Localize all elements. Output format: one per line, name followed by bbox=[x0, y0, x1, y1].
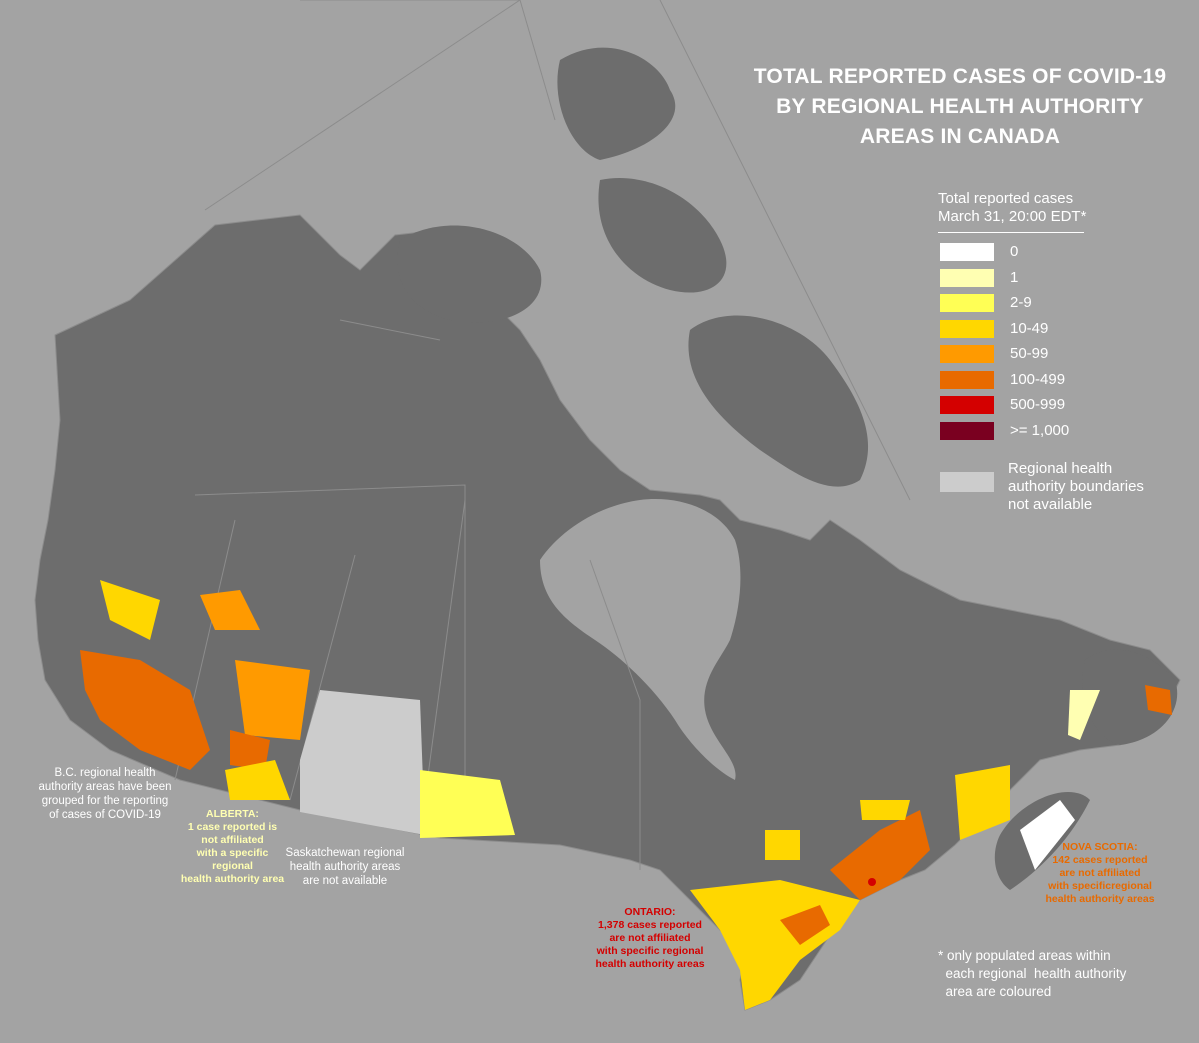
ontario-south bbox=[690, 880, 860, 1010]
ns-note-line-4: with specificregional bbox=[1048, 880, 1152, 892]
ontario-note-line-5: health authority areas bbox=[595, 958, 705, 970]
alberta-10-49 bbox=[200, 590, 260, 630]
ontario-note-line-2: 1,378 cases reported bbox=[598, 919, 702, 931]
legend-swatch-not-available bbox=[940, 472, 994, 492]
greenland-boundary bbox=[659, 0, 911, 501]
legend-label-not-available: Regional health authority boundaries not… bbox=[1008, 460, 1148, 514]
bc-note: B.C. regional health authority areas hav… bbox=[20, 766, 190, 822]
baffin-island bbox=[688, 315, 869, 487]
na-line-1: Regional health bbox=[1008, 460, 1113, 477]
legend-label: 500-999 bbox=[1010, 396, 1066, 413]
ontario-note-line-4: with specific regional bbox=[596, 945, 704, 957]
alberta-south bbox=[225, 760, 290, 800]
newfoundland-yellow bbox=[1068, 690, 1100, 740]
legend-label: >= 1,000 bbox=[1010, 421, 1070, 439]
sask-note-line-3: are not available bbox=[302, 875, 388, 887]
nova-scotia-white bbox=[1020, 800, 1075, 870]
alberta-note: ALBERTA: 1 case reported is not affiliat… bbox=[165, 808, 300, 886]
legend-heading-line-1: Total reported cases bbox=[938, 190, 1074, 207]
na-line-2: authority boundaries bbox=[1008, 478, 1144, 495]
victoria-island bbox=[397, 225, 542, 323]
alberta-note-line-6: health authority area bbox=[180, 873, 285, 885]
legend-swatch bbox=[940, 294, 994, 312]
legend-swatch bbox=[940, 319, 994, 338]
legend-label: 1 bbox=[1010, 268, 1019, 286]
alberta-50-99 bbox=[235, 660, 310, 740]
quebec-north-yellow bbox=[860, 800, 910, 820]
legend-swatch bbox=[940, 370, 994, 389]
mb-on-border bbox=[589, 559, 641, 870]
alberta-note-line-5: regional bbox=[212, 860, 253, 872]
bc-note-line-3: grouped for the reporting bbox=[41, 795, 169, 807]
hudson-bay bbox=[540, 499, 741, 780]
ns-note-line-5: health authority areas bbox=[1045, 893, 1155, 905]
ontario-note-line-1: ONTARIO: bbox=[624, 906, 676, 918]
saskatchewan-note: Saskatchewan regional health authority a… bbox=[275, 846, 415, 888]
quebec-south bbox=[830, 810, 930, 900]
alberta-note-line-2: 1 case reported is bbox=[187, 821, 278, 833]
bc-note-line-2: authority areas have been bbox=[38, 781, 172, 793]
legend-label: 50-99 bbox=[1010, 345, 1049, 362]
legend-label: 100-499 bbox=[1010, 370, 1066, 388]
ontario-toronto bbox=[780, 905, 830, 945]
territory-lines bbox=[204, 0, 521, 211]
legend-swatch bbox=[940, 345, 994, 363]
alberta-note-line-3: not affiliated bbox=[201, 834, 264, 846]
nova-scotia-note: NOVA SCOTIA: 142 cases reported are not … bbox=[1035, 841, 1165, 906]
bc-note-line-1: B.C. regional health bbox=[54, 767, 156, 779]
ns-note-line-2: 142 cases reported bbox=[1052, 854, 1148, 866]
ontario-note-line-3: are not affiliated bbox=[609, 932, 691, 944]
legend-swatch bbox=[940, 421, 994, 440]
alberta-note-line-1: ALBERTA: bbox=[206, 808, 259, 820]
map-title-line-2: BY REGIONAL HEALTH AUTHORITY bbox=[776, 95, 1144, 118]
saskatchewan-na-region bbox=[300, 690, 425, 835]
sask-note-line-1: Saskatchewan regional bbox=[285, 847, 405, 859]
map-title: TOTAL REPORTED CASES OF COVID-19 BY REGI… bbox=[740, 62, 1180, 152]
northern-ontario-yellow bbox=[765, 830, 800, 860]
ellesmere-island bbox=[598, 178, 727, 293]
legend-swatch bbox=[940, 396, 994, 414]
legend-label: 2-9 bbox=[1010, 294, 1032, 311]
legend-label: 0 bbox=[1010, 243, 1019, 260]
ns-note-line-3: are not affiliated bbox=[1059, 867, 1141, 879]
newfoundland bbox=[1082, 649, 1178, 745]
footnote-line-1: * only populated areas within bbox=[938, 948, 1111, 963]
legend-swatch bbox=[940, 268, 994, 287]
newfoundland-orange bbox=[1145, 685, 1172, 715]
arctic-islands bbox=[557, 47, 676, 160]
na-line-3: not available bbox=[1008, 496, 1093, 513]
alberta-note-line-4: with a specific bbox=[196, 847, 269, 859]
footnote-line-3: area are coloured bbox=[938, 984, 1052, 999]
legend-heading: Total reported cases March 31, 20:00 EDT… bbox=[938, 190, 1086, 226]
arctic-boundary bbox=[300, 0, 556, 121]
footnote: * only populated areas within each regio… bbox=[938, 947, 1126, 1001]
nunavut-border bbox=[339, 319, 441, 341]
manitoba-south bbox=[420, 770, 515, 838]
ontario-note: ONTARIO: 1,378 cases reported are not af… bbox=[585, 906, 715, 971]
map-title-line-1: TOTAL REPORTED CASES OF COVID-19 bbox=[753, 65, 1167, 88]
montreal-dot bbox=[868, 878, 876, 886]
legend-divider bbox=[938, 232, 1084, 233]
bc-regions-orange bbox=[80, 650, 210, 770]
new-brunswick bbox=[955, 765, 1010, 840]
map-title-line-3: AREAS IN CANADA bbox=[859, 125, 1061, 148]
legend-swatch bbox=[940, 243, 994, 261]
bc-regions-yellow bbox=[100, 580, 160, 640]
sask-note-line-2: health authority areas bbox=[289, 861, 401, 873]
footnote-line-2: each regional health authority bbox=[938, 966, 1127, 981]
legend-label: 10-49 bbox=[1010, 319, 1049, 337]
bc-note-line-4: of cases of COVID-19 bbox=[49, 809, 161, 821]
alberta-100-499 bbox=[230, 730, 270, 770]
nwt-border bbox=[194, 484, 466, 835]
legend-heading-line-2: March 31, 20:00 EDT* bbox=[938, 208, 1087, 225]
ns-note-line-1: NOVA SCOTIA: bbox=[1062, 841, 1138, 853]
